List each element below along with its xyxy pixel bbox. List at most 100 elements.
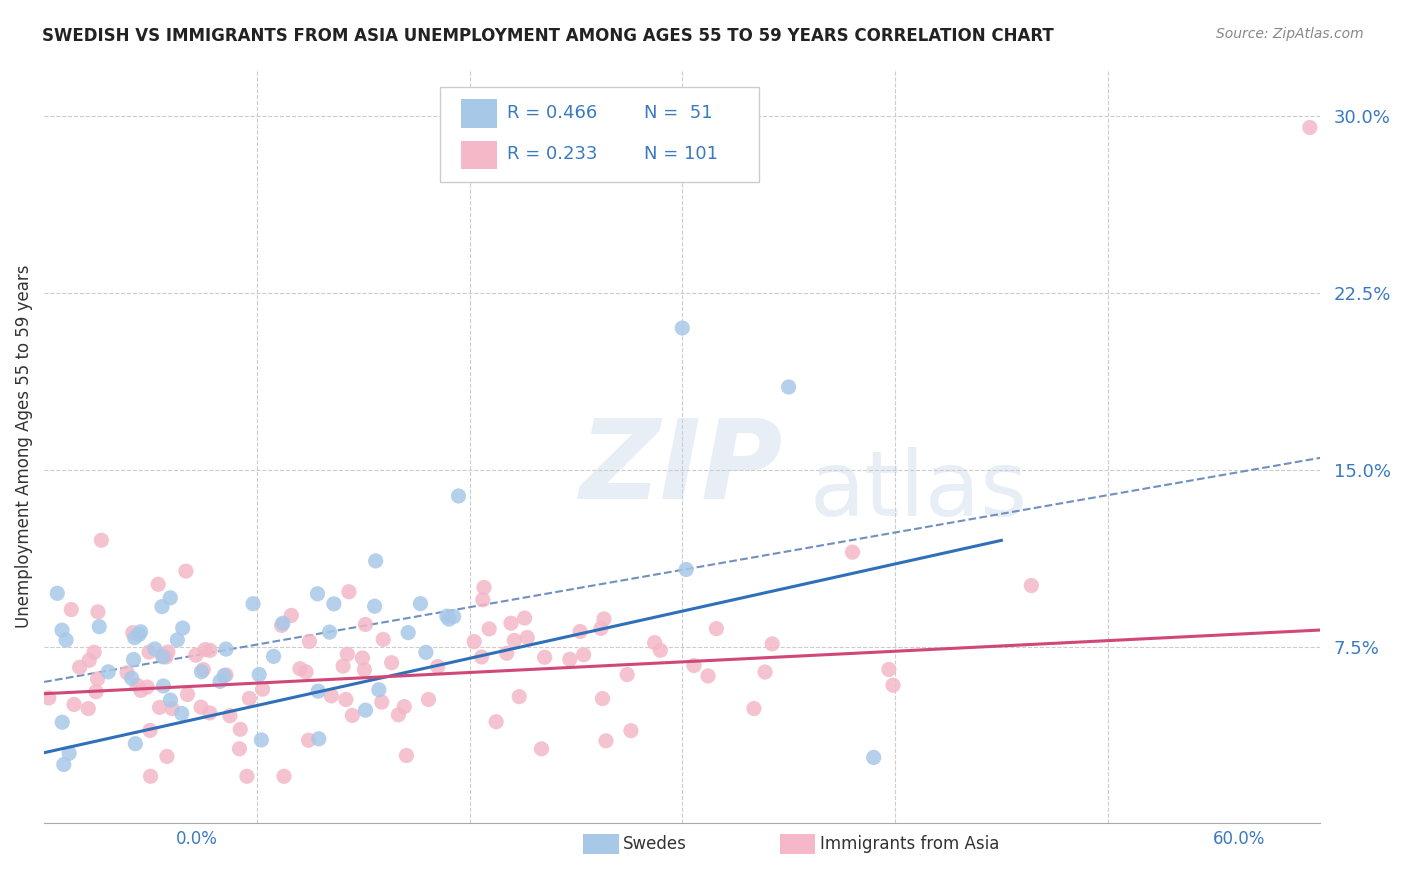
Text: Immigrants from Asia: Immigrants from Asia bbox=[820, 835, 1000, 853]
Point bbox=[90, 533, 112, 548]
Point bbox=[530, 741, 553, 756]
Text: N = 101: N = 101 bbox=[644, 145, 718, 163]
Point bbox=[841, 545, 863, 559]
Point bbox=[288, 662, 311, 676]
Point bbox=[395, 748, 418, 763]
Point bbox=[155, 650, 177, 665]
Point bbox=[271, 616, 294, 631]
Point bbox=[1299, 120, 1322, 135]
Point bbox=[124, 737, 146, 751]
Point bbox=[160, 701, 183, 715]
Point bbox=[215, 668, 238, 682]
Point bbox=[176, 688, 198, 702]
Point bbox=[122, 652, 145, 666]
Point bbox=[252, 682, 274, 697]
Point bbox=[63, 698, 86, 712]
Point bbox=[671, 321, 693, 335]
Text: R = 0.233: R = 0.233 bbox=[508, 145, 598, 163]
Text: R = 0.466: R = 0.466 bbox=[508, 104, 598, 122]
Point bbox=[228, 741, 250, 756]
Point bbox=[121, 625, 143, 640]
Point bbox=[156, 645, 179, 659]
Point bbox=[332, 659, 354, 673]
FancyBboxPatch shape bbox=[440, 87, 759, 182]
Point bbox=[342, 708, 364, 723]
Point bbox=[318, 625, 340, 640]
Point bbox=[508, 690, 530, 704]
Text: atlas: atlas bbox=[810, 447, 1028, 535]
Point bbox=[683, 658, 706, 673]
Point bbox=[51, 623, 73, 637]
Point bbox=[697, 669, 720, 683]
Point bbox=[124, 631, 146, 645]
Point bbox=[270, 618, 292, 632]
Point bbox=[184, 648, 207, 662]
Point bbox=[295, 665, 318, 679]
Point bbox=[572, 648, 595, 662]
Point bbox=[394, 699, 416, 714]
Point bbox=[471, 592, 494, 607]
Text: N =  51: N = 51 bbox=[644, 104, 713, 122]
Point bbox=[387, 707, 409, 722]
Point bbox=[247, 667, 270, 681]
Point bbox=[364, 554, 387, 568]
Point bbox=[650, 643, 672, 657]
Point bbox=[513, 611, 536, 625]
Point bbox=[136, 680, 159, 694]
Point bbox=[115, 665, 138, 680]
Point bbox=[354, 703, 377, 717]
Point bbox=[595, 734, 617, 748]
Point bbox=[86, 672, 108, 686]
Point bbox=[443, 609, 465, 624]
Point bbox=[353, 663, 375, 677]
Point bbox=[242, 597, 264, 611]
Point bbox=[495, 646, 517, 660]
Point bbox=[159, 693, 181, 707]
Point bbox=[190, 665, 212, 679]
Point bbox=[644, 636, 666, 650]
Point bbox=[174, 564, 197, 578]
Point bbox=[77, 701, 100, 715]
Point bbox=[307, 587, 329, 601]
Point bbox=[170, 706, 193, 721]
Point bbox=[436, 609, 458, 624]
Point bbox=[146, 577, 169, 591]
Text: Source: ZipAtlas.com: Source: ZipAtlas.com bbox=[1216, 27, 1364, 41]
Y-axis label: Unemployment Among Ages 55 to 59 years: Unemployment Among Ages 55 to 59 years bbox=[15, 264, 32, 628]
Point bbox=[354, 617, 377, 632]
Point bbox=[1021, 578, 1043, 592]
Point bbox=[51, 715, 73, 730]
Point bbox=[148, 700, 170, 714]
Point bbox=[97, 665, 120, 679]
Point bbox=[426, 659, 449, 673]
Point bbox=[128, 627, 150, 641]
Point bbox=[754, 665, 776, 679]
Text: ZIP: ZIP bbox=[581, 415, 783, 522]
Point bbox=[52, 757, 75, 772]
Point bbox=[882, 678, 904, 692]
Point bbox=[675, 562, 697, 576]
Point bbox=[238, 691, 260, 706]
Point bbox=[129, 683, 152, 698]
Point bbox=[336, 647, 359, 661]
Point bbox=[337, 584, 360, 599]
Point bbox=[503, 633, 526, 648]
Point bbox=[308, 731, 330, 746]
Bar bbox=[461, 99, 498, 128]
Point bbox=[589, 621, 612, 635]
Point bbox=[415, 645, 437, 659]
Point bbox=[190, 700, 212, 714]
Point bbox=[409, 597, 432, 611]
Point bbox=[478, 622, 501, 636]
Point bbox=[761, 637, 783, 651]
Point bbox=[298, 634, 321, 648]
Point bbox=[121, 671, 143, 685]
Point bbox=[193, 663, 215, 677]
Point bbox=[516, 631, 538, 645]
Point bbox=[591, 691, 613, 706]
Point bbox=[129, 624, 152, 639]
Point bbox=[69, 660, 91, 674]
Point bbox=[194, 642, 217, 657]
Point bbox=[143, 641, 166, 656]
Point bbox=[297, 733, 319, 747]
